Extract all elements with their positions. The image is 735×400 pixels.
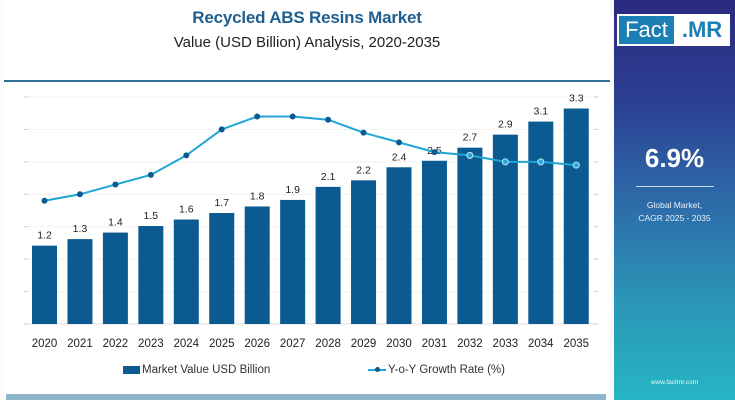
growth-rate-point (396, 139, 402, 146)
chart-subtitle: Value (USD Billion) Analysis, 2020-2035 (173, 34, 441, 51)
growth-rate-point (537, 158, 545, 166)
bar (528, 121, 554, 324)
bar-data-label: 2.1 (321, 171, 336, 183)
bar-data-label: 3.1 (533, 106, 548, 118)
side-panel (614, 0, 735, 400)
x-axis-tick-label: 2024 (174, 338, 200, 350)
cagr-label-line1: Global Market, (646, 200, 703, 210)
x-axis-tick-label: 2035 (563, 338, 589, 350)
cagr-divider (636, 186, 714, 187)
x-axis-tick-label: 2033 (493, 338, 519, 350)
growth-rate-point (41, 197, 48, 204)
growth-rate-point (431, 149, 438, 156)
chart-title: Recycled ABS Resins Market (192, 8, 422, 27)
growth-rate-line (44, 115, 577, 202)
x-axis-tick-label: 2021 (67, 338, 93, 350)
bar-data-label: 2.7 (463, 132, 478, 144)
header-divider (4, 80, 610, 82)
bar (280, 199, 306, 324)
cagr-label-line2: CAGR 2025 - 2035 (638, 213, 711, 223)
bar (102, 232, 128, 324)
bar (386, 167, 412, 324)
bar-data-label: 2.2 (356, 164, 371, 176)
bar-data-label: 1.3 (73, 223, 88, 235)
growth-rate-point (76, 191, 83, 198)
bar (138, 226, 164, 324)
logo-mr: .MR (681, 17, 723, 42)
bar-data-label: 2.9 (498, 119, 513, 131)
growth-rate-point (183, 152, 190, 159)
bar (315, 186, 341, 324)
growth-rate-point (501, 158, 509, 166)
legend-label-market-value: Market Value USD Billion (142, 364, 271, 376)
growth-rate-point (289, 113, 296, 120)
bar (563, 108, 589, 324)
bar (67, 239, 93, 324)
website-link[interactable]: www.factmr.com (650, 379, 699, 386)
footer-divider (6, 394, 606, 400)
x-axis-tick-label: 2032 (457, 338, 483, 350)
cagr-label: Global Market, CAGR 2025 - 2035 (614, 199, 735, 225)
x-axis-tick-label: 2034 (528, 338, 554, 350)
bar-data-label: 1.7 (214, 197, 229, 209)
legend-item-growth-rate: Y-o-Y Growth Rate (%) (368, 364, 505, 376)
bar-data-label: 1.2 (37, 230, 52, 242)
bar-data-label: 1.8 (250, 190, 265, 202)
bar (492, 134, 518, 324)
growth-rate-point (360, 129, 367, 136)
x-axis-tick-label: 2026 (244, 338, 270, 350)
bar-data-label: 1.6 (179, 204, 194, 216)
x-axis-tick-label: 2025 (209, 338, 235, 350)
growth-rate-point (325, 116, 332, 123)
bar-data-label: 2.4 (392, 151, 407, 163)
bar (173, 219, 199, 324)
legend-label-growth-rate: Y-o-Y Growth Rate (%) (388, 364, 505, 376)
bar (244, 206, 270, 324)
growth-rate-point (112, 181, 119, 188)
bar-data-label: 1.4 (108, 217, 123, 229)
x-axis-tick-label: 2027 (280, 338, 306, 350)
bar (421, 160, 447, 324)
legend-line-swatch (368, 366, 386, 374)
x-axis-tick-label: 2030 (386, 338, 412, 350)
legend-bar-swatch (123, 365, 140, 374)
bar-data-label: 1.9 (285, 184, 300, 196)
bar (32, 245, 57, 324)
chart-svg: 1.2 2020 1.3 2021 1.4 2022 1.5 2023 1.6 2024 1.7 20… (24, 93, 598, 350)
growth-rate-point (466, 151, 474, 159)
x-axis-tick-label: 2023 (138, 338, 164, 350)
legend-item-market-value: Market Value USD Billion (123, 364, 270, 376)
x-axis-tick-label: 2031 (422, 338, 448, 350)
x-axis-tick-label: 2022 (103, 338, 129, 350)
bar-data-label: 3.3 (569, 93, 584, 105)
x-axis-tick-label: 2020 (32, 338, 58, 350)
bar-data-label: 1.5 (144, 210, 159, 222)
bar (209, 212, 235, 324)
growth-rate-point (147, 171, 154, 178)
growth-rate-point (254, 113, 261, 120)
growth-rate-point (218, 126, 225, 133)
logo-fact: Fact (619, 16, 674, 44)
x-axis-tick-label: 2029 (351, 338, 377, 350)
bar (457, 147, 483, 324)
bar (351, 180, 377, 324)
growth-rate-point (572, 161, 580, 169)
factmr-logo: Fact .MR (617, 14, 730, 46)
x-axis-tick-label: 2028 (315, 338, 341, 350)
cagr-value: 6.9% (644, 143, 705, 173)
